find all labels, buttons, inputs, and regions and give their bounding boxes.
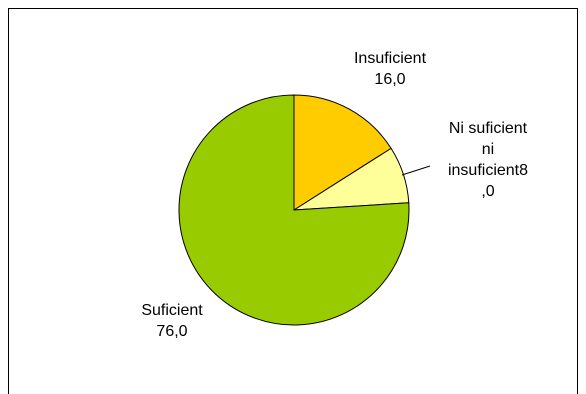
data-label-suficient-value: 76,0 — [156, 323, 188, 340]
data-label-insuficient-name: Insuficient — [353, 50, 427, 67]
data-label-ni-suficient-value: ,0 — [481, 183, 495, 200]
data-label-suficient-name: Suficient — [141, 302, 203, 319]
data-label-ni-suficient: Ni suficient ni insuficient8 ,0 — [426, 118, 550, 202]
data-label-ni-suficient-line2: ni — [481, 141, 495, 158]
leader-line-ni-suficient — [401, 165, 431, 176]
data-label-insuficient: Insuficient 16,0 — [342, 48, 438, 90]
pie-slice-insuficient — [293, 94, 392, 211]
data-label-suficient: Suficient 76,0 — [120, 300, 224, 342]
data-label-ni-suficient-line3: insuficient8 — [447, 162, 529, 179]
pie-slice-suficient — [178, 94, 410, 326]
chart-frame — [8, 8, 578, 394]
data-label-ni-suficient-line1: Ni suficient — [448, 120, 528, 137]
data-label-insuficient-value: 16,0 — [374, 71, 406, 88]
